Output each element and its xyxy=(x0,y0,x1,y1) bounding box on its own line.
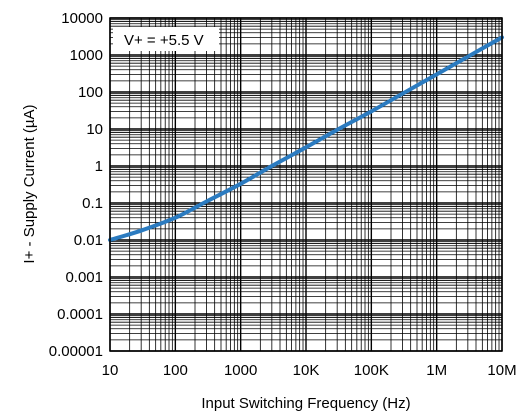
annotation-label: V+ = +5.5 V xyxy=(124,32,204,49)
series-line-supply-current xyxy=(108,35,504,242)
y-axis-tick-labels: 10000 1000 100 10 1 0.1 0.01 0.001 0.0001 0.00001 xyxy=(49,10,103,360)
y-tick-label: 10 xyxy=(86,121,103,138)
x-axis-title: Input Switching Frequency (Hz) xyxy=(201,395,410,412)
x-tick-label: 10K xyxy=(293,362,320,379)
y-tick-label: 100 xyxy=(78,84,103,101)
series-group xyxy=(108,35,504,242)
y-tick-label: 10000 xyxy=(61,10,103,27)
y-tick-label: 0.001 xyxy=(65,269,103,286)
x-tick-label: 10M xyxy=(487,362,516,379)
y-axis-title: I+ - Supply Current (µA) xyxy=(21,104,38,263)
y-tick-label: 0.0001 xyxy=(57,306,103,323)
x-tick-label: 10 xyxy=(102,362,119,379)
plot-frame xyxy=(109,17,503,352)
y-tick-label: 0.00001 xyxy=(49,343,103,360)
annotation-background xyxy=(113,27,219,51)
x-tick-label: 1M xyxy=(426,362,447,379)
x-axis-tick-labels: 10 100 1000 10K 100K 1M 10M xyxy=(102,362,517,379)
x-tick-label: 100K xyxy=(354,362,389,379)
y-tick-label: 0.01 xyxy=(74,232,103,249)
x-tick-label: 1000 xyxy=(224,362,257,379)
annotation-box: V+ = +5.5 V xyxy=(113,27,219,51)
y-tick-label: 0.1 xyxy=(82,195,103,212)
y-tick-label: 1 xyxy=(95,158,103,175)
y-tick-label: 1000 xyxy=(70,47,103,64)
x-tick-label: 100 xyxy=(163,362,188,379)
